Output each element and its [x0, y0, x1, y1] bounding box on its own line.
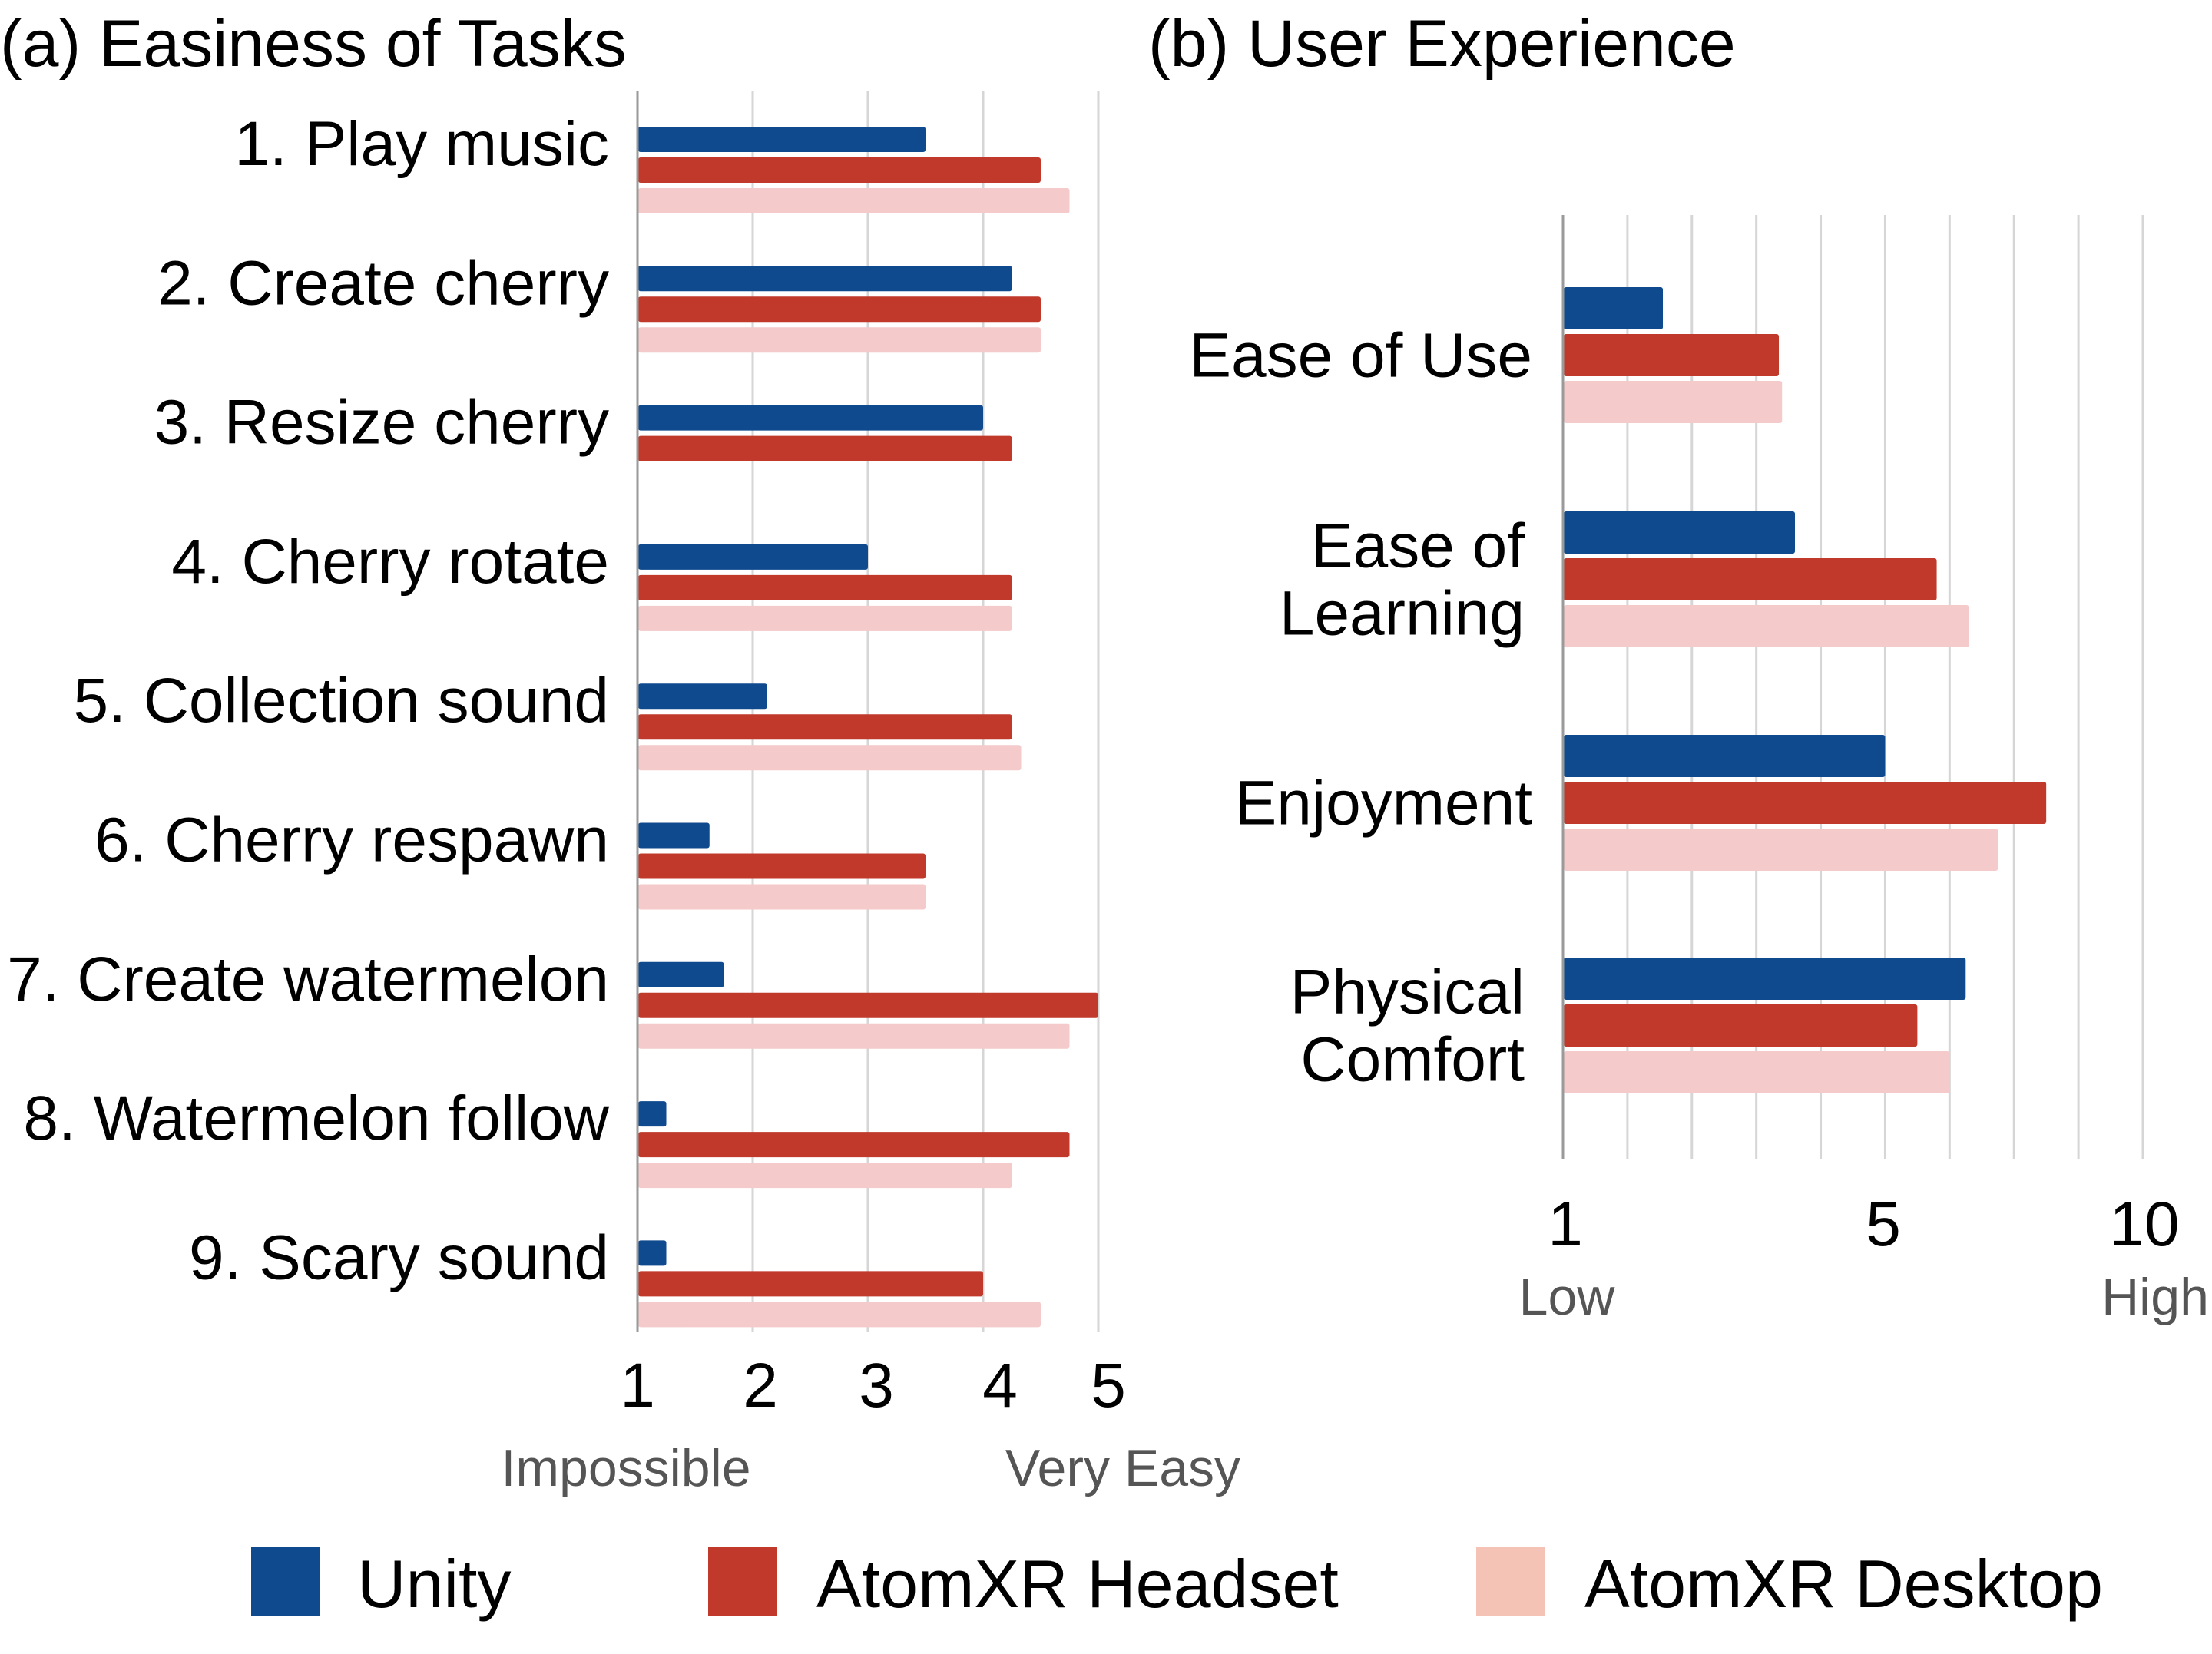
- panel-a-title: (a) Easiness of Tasks: [0, 7, 627, 81]
- panel-a-high-label: Very Easy: [1005, 1439, 1240, 1497]
- panel-a-bar-atomxr-headset: [638, 1132, 1070, 1158]
- panel-b-category-label: Learning: [1280, 579, 1525, 649]
- panel-b-tick-10: 10: [2109, 1189, 2179, 1259]
- panel-a-bar-atomxr-desktop: [638, 745, 1022, 771]
- panel-a-tick-3: 3: [859, 1351, 894, 1421]
- panel-a-tick-1: 1: [620, 1351, 655, 1421]
- legend: Unity AtomXR Headset AtomXR Desktop: [251, 1546, 2103, 1622]
- panel-b-bar-atomxr-desktop: [1564, 605, 1969, 647]
- panel-a-bar-atomxr-headset: [638, 574, 1012, 600]
- legend-swatch-atomxr-desktop: [1476, 1547, 1545, 1616]
- panel-b-bar-atomxr-headset: [1564, 782, 2047, 824]
- panel-a-bar-unity: [638, 1240, 667, 1266]
- panel-a-category-label: 7. Create watermelon: [7, 944, 609, 1014]
- panel-b-bar-atomxr-desktop: [1564, 1051, 1950, 1093]
- panel-a-category-label: 2. Create cherry: [157, 248, 609, 318]
- legend-label-unity: Unity: [357, 1546, 512, 1622]
- panel-a-bar-unity: [638, 822, 710, 849]
- panel-a-bar-atomxr-headset: [638, 714, 1012, 740]
- panel-a-bar-atomxr-desktop: [638, 1302, 1041, 1328]
- panel-a-bar-atomxr-headset: [638, 296, 1041, 323]
- panel-a-category-label: 3. Resize cherry: [154, 388, 609, 458]
- panel-a-bar-atomxr-desktop: [638, 884, 926, 910]
- legend-swatch-atomxr-headset: [708, 1547, 777, 1616]
- panel-a-bar-atomxr-headset: [638, 435, 1012, 461]
- panel-a-bar-atomxr-desktop: [638, 605, 1012, 631]
- panel-a-category-label: 6. Cherry respawn: [94, 805, 609, 875]
- panel-a-bar-unity: [638, 127, 926, 152]
- panel-b-category-label: Physical: [1290, 958, 1525, 1027]
- panel-a-category-label: 5. Collection sound: [74, 666, 609, 736]
- panel-a-bar-atomxr-desktop: [638, 188, 1070, 213]
- panel-a-bar-unity: [638, 1101, 667, 1127]
- panel-a-bar-unity: [638, 683, 767, 710]
- panel-a-bars: [638, 127, 1098, 1328]
- panel-b-bar-atomxr-desktop: [1564, 381, 1783, 423]
- panel-a-category-label: 4. Cherry rotate: [171, 527, 609, 597]
- panel-a-bar-unity: [638, 266, 1012, 292]
- panel-a-bar-atomxr-desktop: [638, 1163, 1012, 1189]
- panel-a-low-label: Impossible: [501, 1439, 750, 1497]
- panel-b-bar-unity: [1564, 735, 1886, 777]
- panel-a-category-labels: 1. Play music 2. Create cherry 3. Resize c…: [7, 109, 610, 1292]
- panel-a-tick-2: 2: [743, 1351, 778, 1421]
- panel-a-bar-atomxr-headset: [638, 992, 1098, 1018]
- panel-b-category-label: Ease of Use: [1189, 321, 1532, 391]
- legend-swatch-unity: [251, 1547, 320, 1616]
- panel-b-user-experience: (b) User Experience Ease of Use Ease ofLe…: [1148, 7, 2209, 1326]
- panel-a-easiness-of-tasks: (a) Easiness of Tasks 1. Play music 2. Cr…: [0, 7, 1240, 1497]
- panel-b-bar-atomxr-desktop: [1564, 829, 1998, 871]
- panel-b-category-label: Enjoyment: [1235, 769, 1533, 839]
- panel-b-bar-unity: [1564, 958, 1966, 1000]
- panel-b-bar-unity: [1564, 287, 1664, 329]
- panel-a-bar-atomxr-headset: [638, 1271, 983, 1297]
- panel-b-bar-atomxr-headset: [1564, 1004, 1918, 1047]
- legend-label-atomxr-desktop: AtomXR Desktop: [1584, 1546, 2103, 1622]
- panel-b-tick-5: 5: [1866, 1189, 1901, 1259]
- panel-b-bar-atomxr-headset: [1564, 334, 1780, 376]
- panel-b-tick-1: 1: [1548, 1189, 1583, 1259]
- panel-a-bar-atomxr-headset: [638, 157, 1041, 183]
- panel-a-bar-atomxr-headset: [638, 853, 926, 879]
- panel-a-category-label: 9. Scary sound: [189, 1222, 609, 1292]
- panel-a-bar-unity: [638, 961, 724, 987]
- panel-b-high-label: High: [2101, 1268, 2209, 1326]
- panel-a-category-label: 1. Play music: [234, 109, 609, 179]
- panel-b-bar-atomxr-headset: [1564, 558, 1937, 600]
- panel-a-bar-unity: [638, 405, 983, 431]
- legend-label-atomxr-headset: AtomXR Headset: [816, 1546, 1339, 1622]
- panel-a-tick-4: 4: [982, 1351, 1018, 1421]
- panel-b-bars: [1564, 287, 2047, 1093]
- panel-b-category-label: Ease of: [1311, 511, 1525, 581]
- panel-b-category-label: Comfort: [1300, 1025, 1525, 1095]
- panel-a-bar-unity: [638, 544, 868, 570]
- panel-b-bar-unity: [1564, 511, 1795, 554]
- panel-a-category-label: 8. Watermelon follow: [23, 1083, 609, 1153]
- panel-a-tick-5: 5: [1091, 1351, 1126, 1421]
- panel-a-bar-atomxr-desktop: [638, 1023, 1070, 1049]
- panel-b-title: (b) User Experience: [1148, 7, 1736, 81]
- panel-b-low-label: Low: [1519, 1268, 1616, 1326]
- panel-a-bar-atomxr-desktop: [638, 327, 1041, 353]
